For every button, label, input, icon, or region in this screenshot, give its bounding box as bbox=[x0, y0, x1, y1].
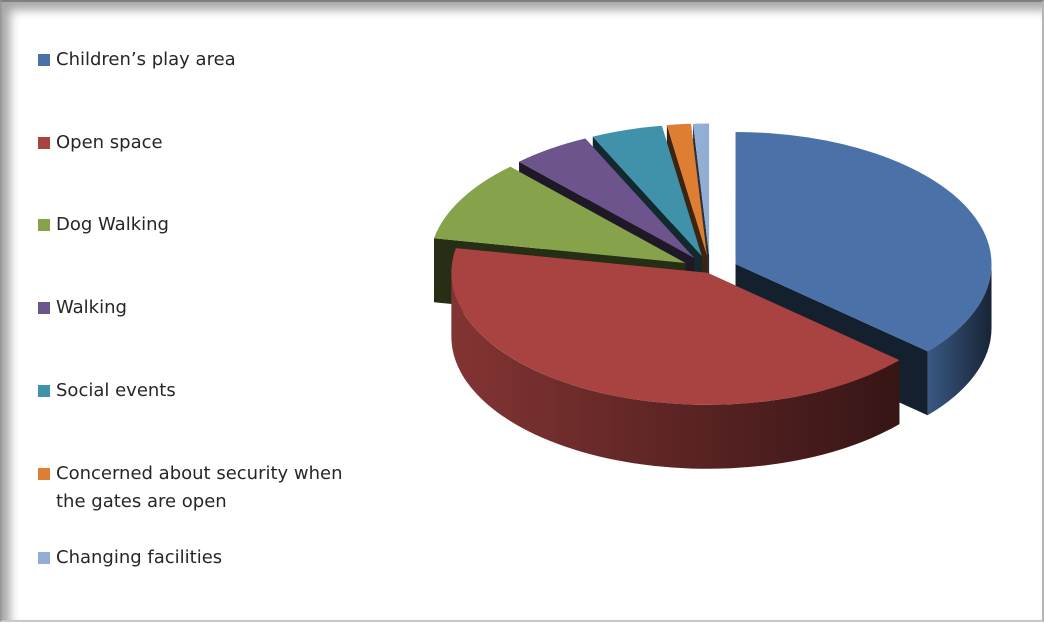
legend-item: Dog Walking bbox=[38, 211, 376, 239]
legend-swatch bbox=[38, 54, 50, 66]
pie-slice bbox=[434, 166, 686, 263]
legend-label: Dog Walking bbox=[56, 214, 169, 235]
legend-item: Walking bbox=[38, 294, 376, 322]
legend-label: Concerned about security when the gates … bbox=[56, 463, 343, 512]
pie-slice bbox=[735, 132, 992, 352]
legend-label: Children’s play area bbox=[56, 49, 236, 70]
legend: Children’s play area Open space Dog Walkin… bbox=[38, 2, 398, 624]
legend-label: Changing facilities bbox=[56, 547, 223, 568]
legend-item: Changing facilities bbox=[38, 544, 376, 572]
pie-slice bbox=[666, 123, 707, 256]
legend-item: Children’s play area bbox=[38, 46, 376, 74]
legend-item: Open space bbox=[38, 129, 376, 157]
legend-swatch bbox=[38, 302, 50, 314]
pie-slice bbox=[592, 125, 702, 257]
pie-slice bbox=[693, 123, 710, 256]
legend-swatch bbox=[38, 219, 50, 231]
pie-slice-wall bbox=[451, 272, 900, 469]
legend-swatch bbox=[38, 468, 50, 480]
pie-slice bbox=[451, 248, 900, 405]
legend-item: Social events bbox=[38, 377, 376, 405]
pie-slice-wall bbox=[927, 264, 992, 416]
legend-swatch bbox=[38, 137, 50, 149]
legend-swatch bbox=[38, 552, 50, 564]
legend-label: Open space bbox=[56, 132, 163, 153]
legend-label: Social events bbox=[56, 380, 176, 401]
legend-swatch bbox=[38, 385, 50, 397]
pie-slice bbox=[519, 138, 695, 258]
legend-item: Concerned about security when the gates … bbox=[38, 460, 376, 516]
legend-label: Walking bbox=[56, 297, 127, 318]
